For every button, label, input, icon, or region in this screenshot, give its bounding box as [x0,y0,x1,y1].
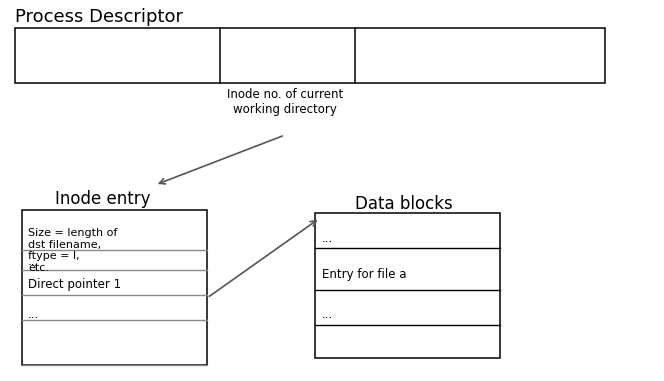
Bar [15,28,605,83]
Text: Inode entry: Inode entry [55,190,151,208]
Text: Entry for file a: Entry for file a [322,268,406,281]
Text: Direct pointer 1: Direct pointer 1 [28,278,121,291]
Bar [315,213,500,358]
Text: ...: ... [28,308,39,321]
Bar [22,210,207,365]
Text: Inode no. of current
working directory: Inode no. of current working directory [227,88,343,116]
Text: ...: ... [28,255,39,268]
Text: ...: ... [322,308,333,321]
Text: Process Descriptor: Process Descriptor [15,8,183,26]
Text: Data blocks: Data blocks [355,195,453,213]
Text: ...: ... [322,232,333,245]
Text: Size = length of
dst filename,
ftype = l,
etc.: Size = length of dst filename, ftype = l… [28,228,118,273]
